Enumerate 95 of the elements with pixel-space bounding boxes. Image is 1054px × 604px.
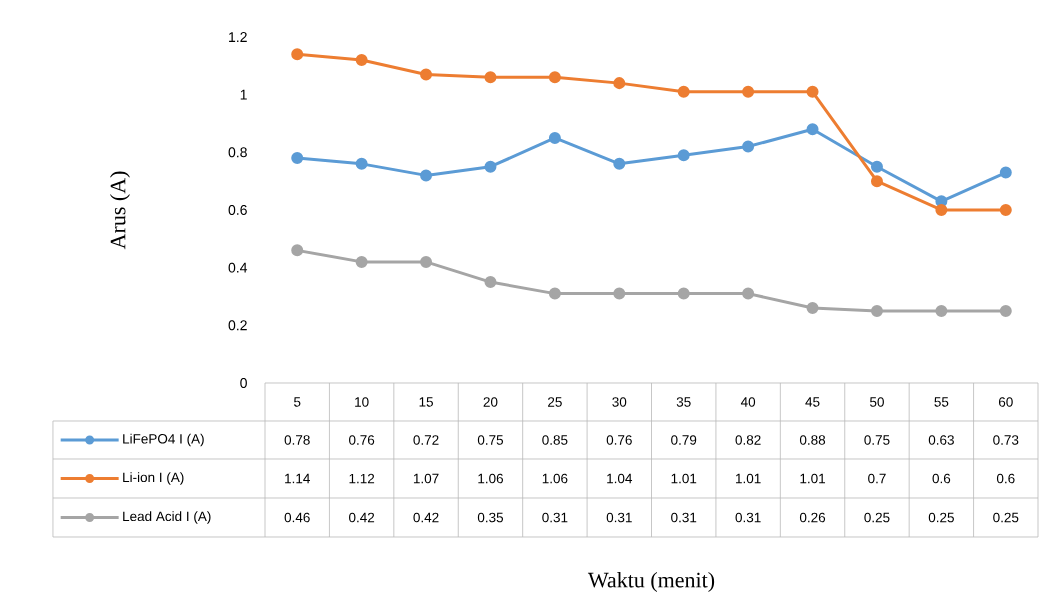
point (999, 166, 1012, 179)
data-label: 1.06 (478, 473, 504, 484)
y-tick-label: 1.2 (229, 32, 247, 42)
point (484, 276, 497, 289)
data-label: 0.79 (671, 435, 697, 445)
point (870, 175, 883, 188)
point (291, 152, 304, 165)
data-label: 0.85 (542, 435, 568, 445)
data-label: 0.46 (284, 512, 310, 523)
point (613, 77, 626, 90)
point (355, 54, 368, 67)
x-tick-label: 40 (740, 397, 756, 407)
x-tick-label: 10 (355, 397, 369, 407)
point (548, 131, 561, 144)
legend-label: Lead Acid I (A) (123, 511, 211, 524)
data-label: 0.35 (477, 512, 504, 523)
point (742, 287, 755, 300)
y-tick-label: 0.8 (228, 147, 247, 158)
point (355, 255, 368, 268)
y-tick-label: 1 (240, 89, 247, 100)
x-tick-label: 5 (293, 397, 301, 407)
y-tick-label: 0.6 (228, 205, 247, 215)
y-axis-title: Arus (A) (110, 171, 130, 250)
point (484, 71, 497, 84)
point (999, 203, 1012, 216)
data-label: 0.6 (996, 473, 1015, 484)
data-label: 1.01 (800, 473, 826, 484)
legend-label: LiFePO4 I (A) (123, 433, 204, 447)
point (420, 255, 433, 268)
point (935, 203, 948, 216)
point (742, 85, 755, 98)
data-label: 0.75 (477, 435, 504, 445)
data-label: 0.76 (349, 435, 375, 445)
data-label: 0.25 (928, 512, 954, 523)
x-tick-label: 20 (483, 397, 498, 407)
point (870, 304, 883, 317)
data-label: 0.31 (606, 512, 632, 523)
data-label: 0.31 (735, 512, 761, 523)
y-tick-label: 0.4 (228, 262, 248, 273)
x-tick-label: 30 (612, 397, 627, 407)
x-tick-label: 50 (869, 397, 884, 407)
point (677, 287, 690, 300)
point (291, 244, 304, 257)
point (806, 123, 819, 136)
point (420, 68, 433, 81)
point (613, 157, 626, 170)
point (806, 85, 819, 98)
data-label: 0.42 (349, 512, 375, 523)
x-tick-label: 45 (805, 397, 820, 407)
point (548, 71, 561, 84)
data-label: 0.42 (413, 512, 439, 523)
point (548, 287, 561, 300)
data-label: 0.72 (413, 435, 439, 445)
data-label: 0.31 (542, 512, 568, 523)
data-label: 1.01 (671, 473, 697, 484)
data-label: 1.12 (349, 473, 375, 484)
data-label: 0.31 (671, 512, 697, 523)
y-tick-label: 0.2 (228, 320, 247, 331)
data-label: 0.6 (932, 473, 951, 484)
data-label: 0.63 (928, 435, 954, 445)
point (355, 157, 368, 170)
x-tick-label: 25 (548, 397, 562, 407)
legend-label: Li-ion I (A) (123, 472, 184, 485)
data-label: 0.76 (606, 435, 632, 445)
data-label: 0.7 (868, 473, 886, 484)
data-label: 0.25 (993, 512, 1019, 523)
data-label: 0.88 (799, 435, 826, 445)
x-tick-label: 55 (934, 397, 949, 407)
point (999, 304, 1012, 317)
point (420, 169, 433, 182)
data-label: 0.25 (864, 512, 890, 523)
data-label: 0.75 (864, 435, 890, 445)
point (291, 48, 304, 61)
point (613, 287, 626, 300)
data-label: 1.07 (413, 473, 439, 484)
x-tick-label: 60 (998, 397, 1013, 407)
data-label: 0.26 (799, 512, 826, 523)
y-tick-label: 0 (240, 378, 247, 388)
point (806, 302, 819, 315)
data-label: 1.14 (285, 473, 310, 484)
point (935, 304, 948, 317)
x-tick-label: 35 (676, 397, 691, 407)
data-label: 1.06 (542, 473, 568, 484)
point (677, 85, 690, 98)
point (742, 140, 755, 153)
point (484, 160, 497, 173)
data-label: 0.82 (735, 435, 761, 445)
text: Waktu (menit) (587, 572, 715, 592)
point (677, 149, 690, 162)
point (870, 160, 883, 173)
data-label: 0.73 (993, 435, 1019, 445)
data-label: 1.01 (736, 473, 761, 484)
data-label: 0.78 (284, 435, 310, 445)
x-tick-label: 15 (419, 397, 433, 407)
data-label: 1.04 (607, 473, 633, 484)
